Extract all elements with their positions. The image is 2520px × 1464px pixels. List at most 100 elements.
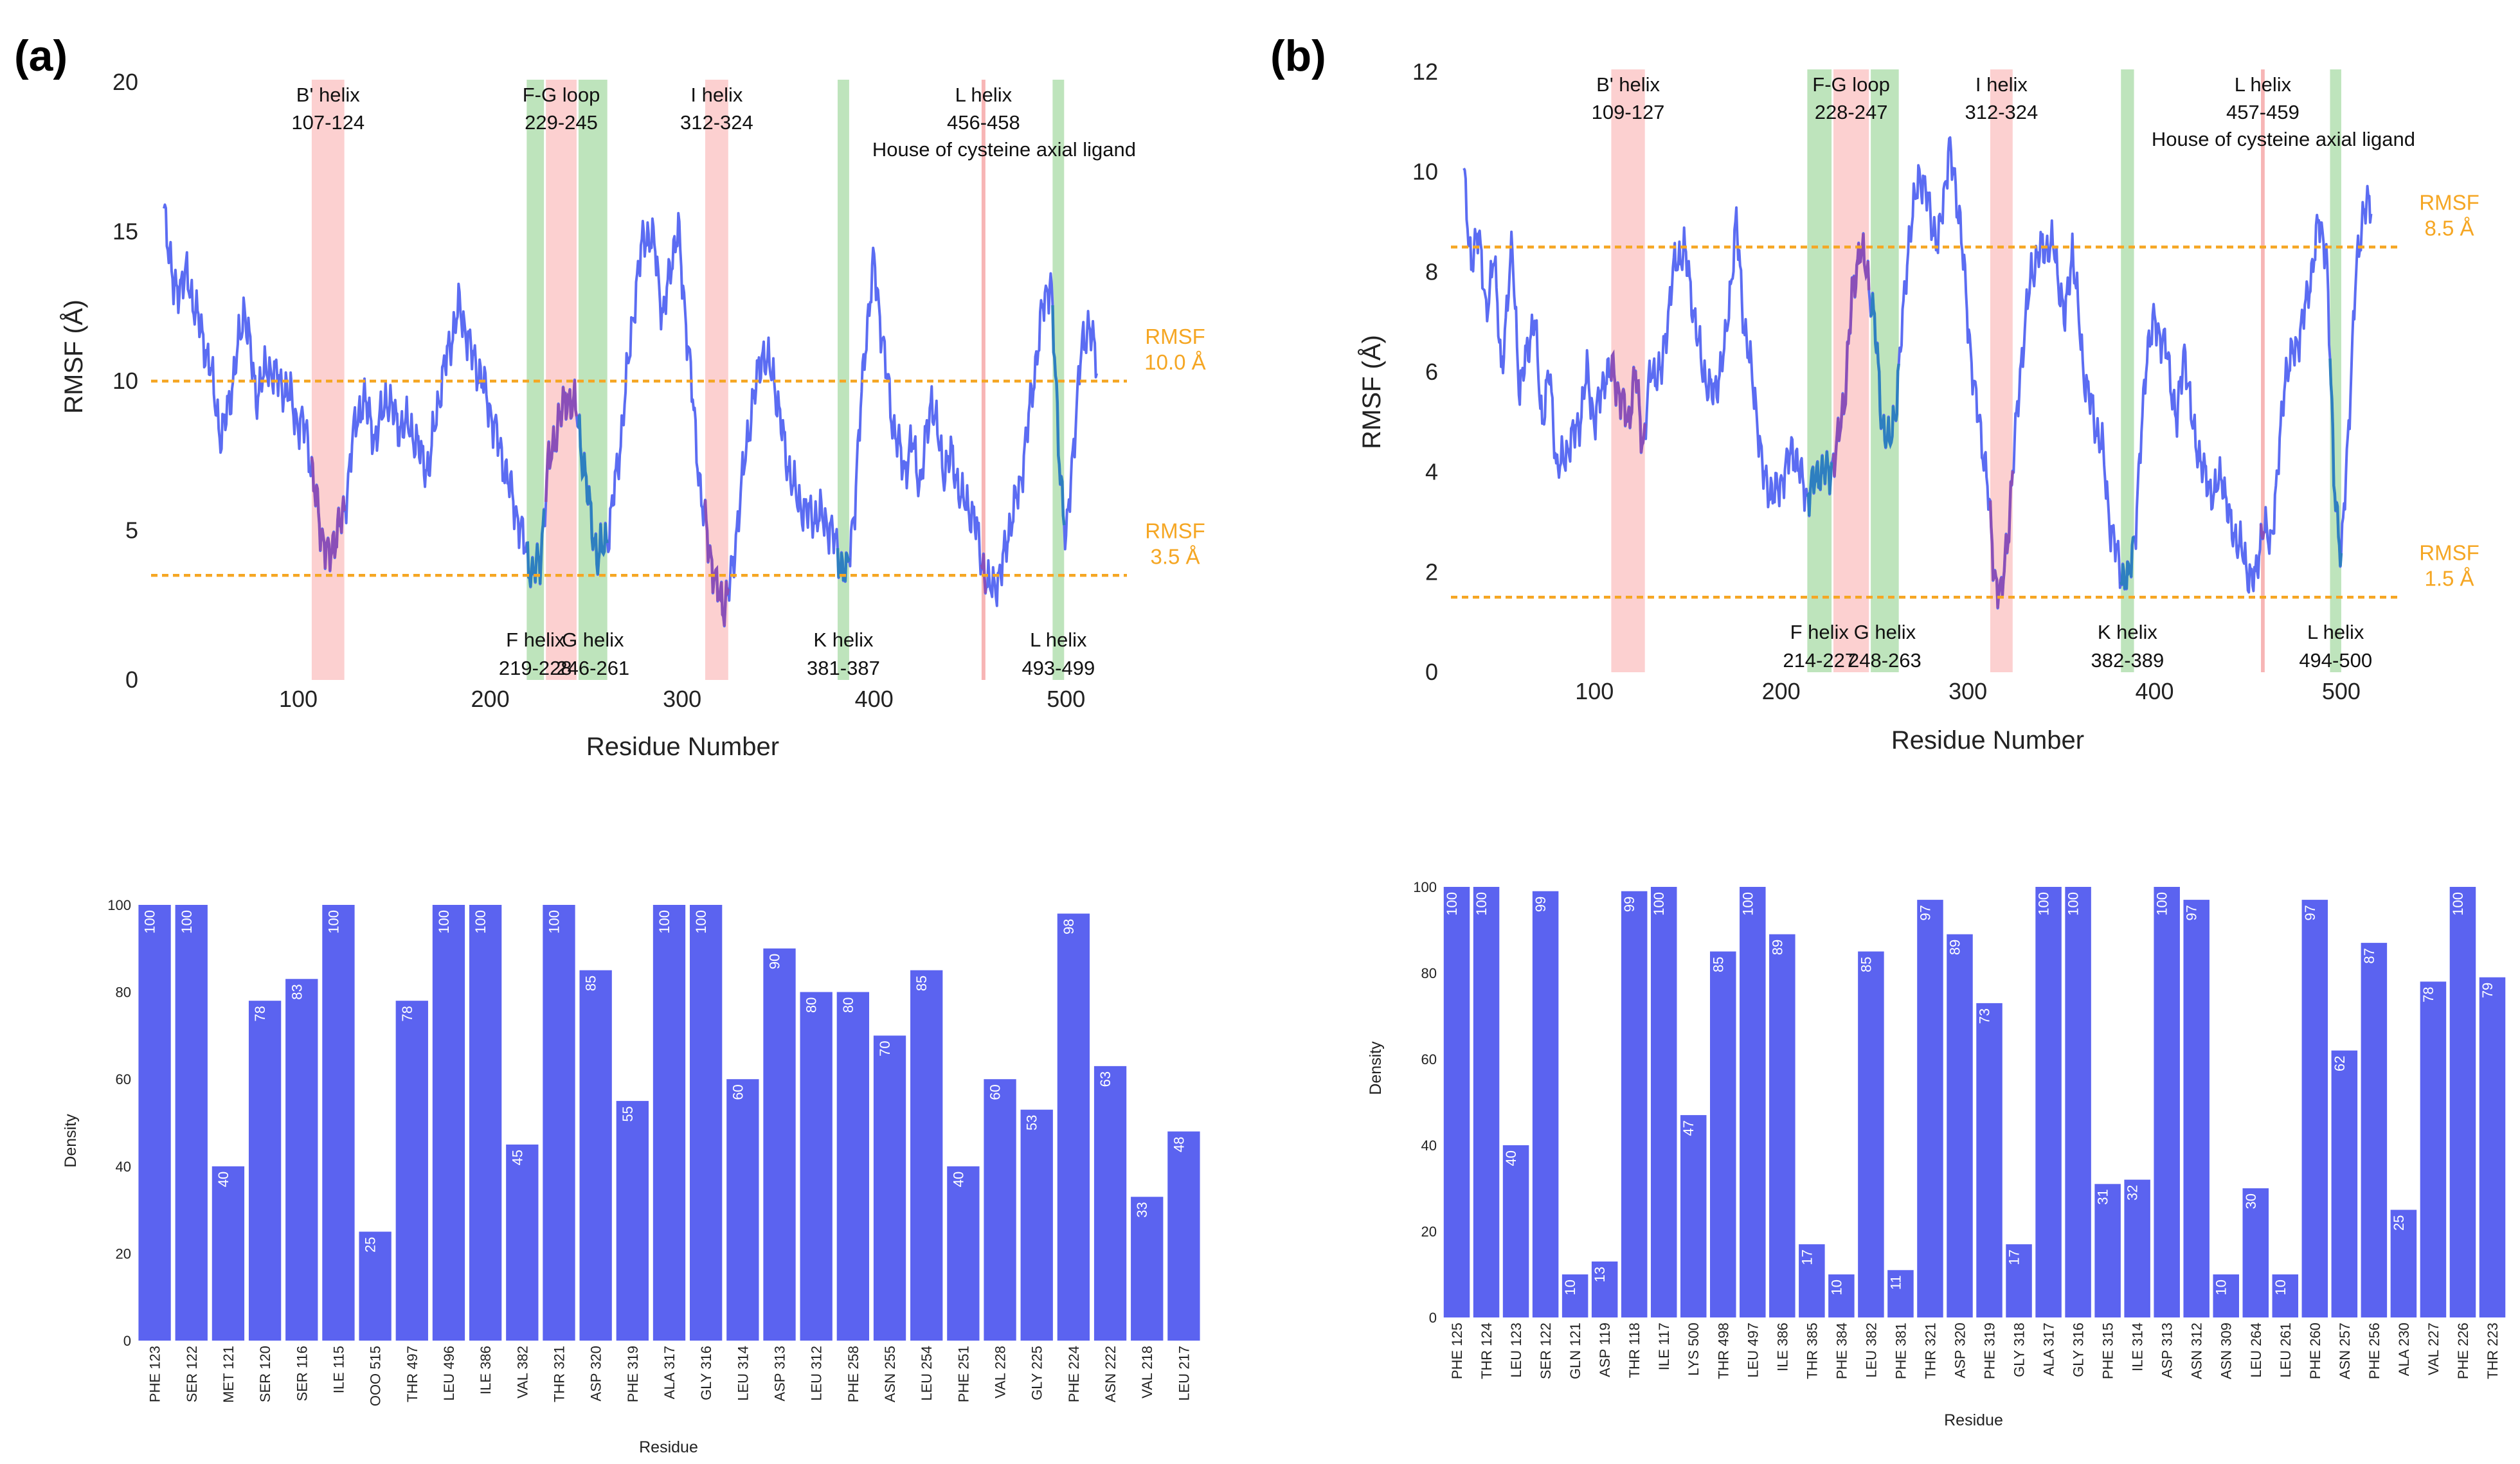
bar-category-b-19: GLY 318: [2012, 1323, 2028, 1377]
bar-category-b-3: SER 122: [1538, 1323, 1554, 1379]
band-range-b-1: 228-247: [1815, 101, 1888, 123]
band-name-b-5: G helix: [1854, 621, 1916, 643]
y-tick-b-1: 2: [1425, 558, 1438, 585]
bar-b-32: [2390, 1210, 2417, 1317]
bar-a-20: [873, 1035, 906, 1341]
bar-value-b-35: 79: [2480, 983, 2496, 998]
bar-b-18: [1976, 1003, 2003, 1317]
bar-category-a-21: LEU 254: [919, 1346, 935, 1401]
bar-y-tick-b-1: 20: [1421, 1224, 1437, 1240]
rmsf-line-segment-a-4: [526, 509, 546, 587]
bar-value-a-3: 78: [252, 1006, 268, 1021]
bar-value-b-2: 40: [1503, 1150, 1519, 1166]
bar-y-tick-b-2: 40: [1421, 1138, 1437, 1154]
rmsf-line-segment-a-6: [836, 548, 851, 582]
x-axis-label-a-rmsf: Residue Number: [586, 733, 779, 761]
bar-value-b-10: 100: [1740, 892, 1756, 916]
bar-value-a-12: 85: [583, 976, 599, 991]
rmsf-line-segment-b-0: [1610, 349, 1646, 453]
bar-value-b-21: 100: [2066, 892, 2082, 916]
bar-value-b-25: 97: [2184, 905, 2200, 920]
bar-a-16: [726, 1079, 759, 1341]
ref-label-b-0-b: 8.5 Å: [2424, 216, 2474, 240]
rmsf-line-segment-a-2: [703, 499, 730, 627]
bar-y-tick-a-3: 60: [116, 1071, 131, 1087]
rmsf-line-segment-a-7: [1051, 305, 1066, 526]
bar-category-b-22: PHE 315: [2100, 1323, 2116, 1379]
rmsf-line-segment-b-6: [2120, 535, 2136, 590]
bar-a-24: [1020, 1109, 1053, 1341]
band-b-green-1: [1871, 69, 1899, 672]
bar-y-tick-b-3: 60: [1421, 1051, 1437, 1067]
bar-value-a-18: 80: [804, 997, 820, 1013]
bar-category-b-2: LEU 123: [1508, 1323, 1524, 1378]
band-b-green-2: [2121, 69, 2134, 672]
bar-category-b-7: ILE 117: [1656, 1323, 1672, 1370]
bar-category-a-16: LEU 314: [735, 1346, 751, 1401]
bar-category-b-29: PHE 260: [2307, 1323, 2323, 1379]
bar-a-15: [690, 905, 723, 1341]
bar-category-b-0: PHE 125: [1449, 1323, 1465, 1379]
rmsf-line-segment-b-2: [1988, 470, 2015, 609]
bar-value-a-21: 85: [914, 976, 930, 991]
bar-value-b-6: 99: [1621, 897, 1637, 912]
bar-a-14: [652, 905, 686, 1341]
bar-value-b-34: 100: [2450, 892, 2466, 916]
x-tick-a-3: 400: [855, 686, 894, 712]
bar-value-b-18: 73: [1977, 1008, 1993, 1024]
band-name-b-0: B' helix: [1596, 73, 1660, 96]
bar-a-26: [1094, 1066, 1127, 1341]
bar-y-tick-a-5: 100: [107, 897, 131, 913]
bar-category-b-26: ASN 309: [2218, 1323, 2235, 1379]
y-tick-b-0: 0: [1425, 659, 1438, 685]
band-name-b-6: K helix: [2098, 621, 2158, 643]
bar-value-a-20: 70: [877, 1040, 893, 1056]
bar-category-a-28: LEU 217: [1176, 1346, 1192, 1401]
band-range-a-5: 246-261: [556, 657, 629, 679]
bar-category-b-1: THR 124: [1479, 1323, 1495, 1379]
bar-b-14: [1858, 951, 1884, 1317]
band-b-red-4: [1611, 69, 1645, 672]
bar-a-3: [248, 1001, 282, 1341]
bar-category-a-9: ILE 386: [478, 1346, 494, 1395]
x-tick-a-1: 200: [471, 686, 510, 712]
bar-b-23: [2124, 1179, 2150, 1317]
bar-value-b-7: 100: [1651, 892, 1667, 916]
bar-category-b-20: ALA 317: [2041, 1323, 2057, 1376]
bar-value-a-27: 33: [1134, 1202, 1150, 1217]
bar-category-a-18: LEU 312: [809, 1346, 825, 1401]
panel-label-b: (b): [1270, 31, 1326, 80]
bar-category-a-15: GLY 316: [698, 1346, 714, 1400]
bar-category-b-12: THR 385: [1804, 1323, 1820, 1379]
band-name-b-4: F helix: [1790, 621, 1850, 643]
band-range-a-4: 219-228: [499, 657, 572, 679]
bar-b-4: [1562, 1274, 1589, 1317]
rmsf-line-segment-b-4: [1806, 451, 1833, 517]
band-b-red-5: [1833, 69, 1869, 672]
bar-value-a-0: 100: [142, 910, 158, 934]
bar-value-a-13: 55: [620, 1106, 636, 1121]
bar-y-tick-b-5: 100: [1413, 879, 1437, 895]
bar-b-0: [1443, 887, 1470, 1317]
bar-value-a-23: 60: [987, 1084, 1004, 1100]
bar-y-tick-a-1: 20: [116, 1245, 131, 1262]
bar-y-tick-a-4: 80: [116, 985, 131, 1001]
bar-category-b-24: ASP 313: [2159, 1323, 2175, 1378]
bar-category-b-27: LEU 264: [2248, 1323, 2264, 1378]
y-tick-b-3: 6: [1425, 359, 1438, 385]
x-tick-a-4: 500: [1047, 686, 1085, 712]
bar-y-tick-a-0: 0: [123, 1333, 131, 1349]
bar-category-a-19: PHE 258: [845, 1346, 861, 1402]
bar-b-9: [1710, 951, 1736, 1317]
bar-value-a-25: 98: [1061, 919, 1077, 934]
y-tick-a-0: 0: [125, 666, 138, 693]
bar-b-33: [2420, 981, 2447, 1317]
band-range-b-4: 214-227: [1783, 649, 1856, 672]
y-axis-label-b-density: Density: [1367, 1041, 1385, 1095]
band-name-b-2: I helix: [1976, 73, 2028, 96]
bar-a-17: [763, 948, 796, 1341]
bar-a-22: [947, 1166, 980, 1341]
bar-b-5: [1591, 1261, 1618, 1317]
band-name-a-5: G helix: [562, 629, 624, 651]
